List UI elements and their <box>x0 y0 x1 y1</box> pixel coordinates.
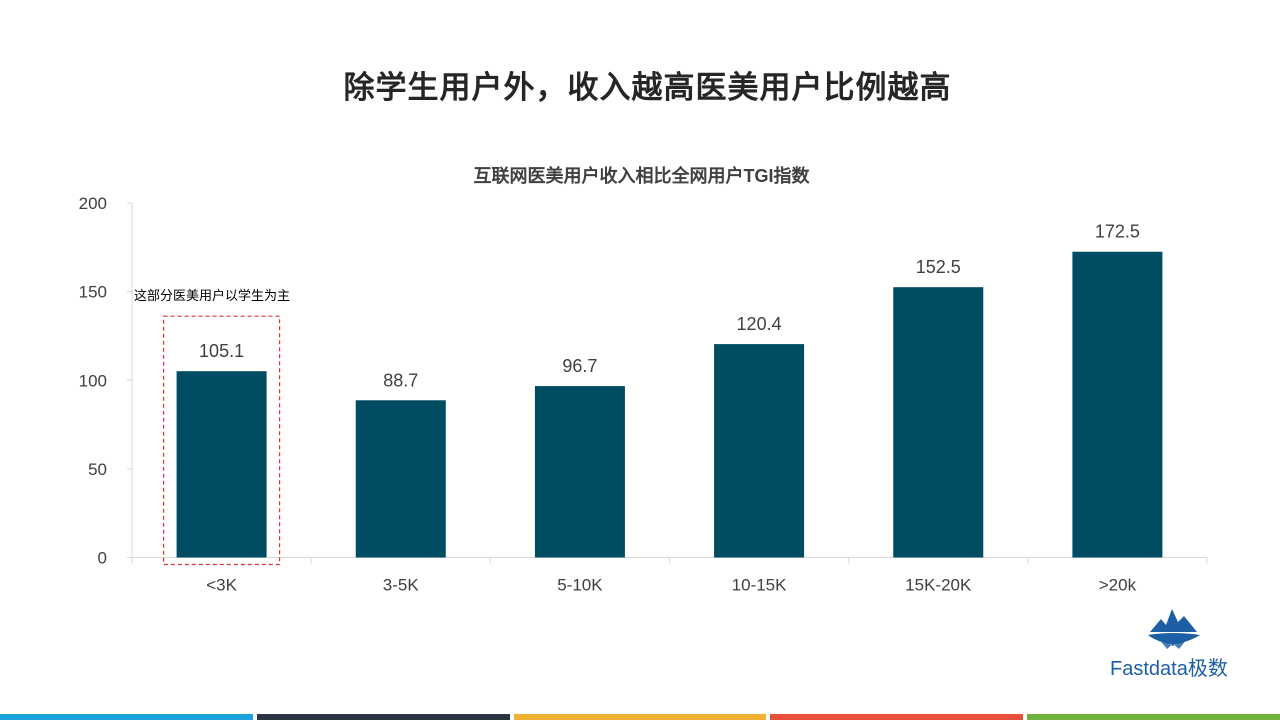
y-tick-label: 50 <box>88 460 107 479</box>
chart-title: 互联网医美用户收入相比全网用户TGI指数 <box>473 166 810 186</box>
y-tick-label: 200 <box>79 194 107 213</box>
fastdata-logo-icon <box>1148 609 1200 649</box>
bar-1 <box>176 371 267 558</box>
bar-value-label: 96.7 <box>562 356 597 376</box>
bottom-color-stripes <box>0 714 1280 720</box>
x-tick-label: 3-5K <box>383 576 420 595</box>
page-title: 除学生用户外，收入越高医美用户比例越高 <box>343 70 952 105</box>
bar-value-label: 172.5 <box>1095 222 1140 242</box>
x-tick-label: 15K-20K <box>905 576 972 595</box>
stripe-1 <box>0 714 253 720</box>
x-tick-label: 10-15K <box>732 576 787 595</box>
bar-value-label: 152.5 <box>916 257 961 277</box>
y-tick-label: 150 <box>79 283 107 302</box>
annotation-highlight-box <box>162 315 281 566</box>
bar-6 <box>1072 251 1163 558</box>
bar-value-label: 105.1 <box>199 341 244 361</box>
bar-5 <box>893 287 984 558</box>
x-tick-label: >20k <box>1099 576 1137 595</box>
bar-2 <box>355 400 446 558</box>
bar-3 <box>534 386 625 558</box>
stripe-2 <box>256 714 510 720</box>
stripe-5 <box>1027 714 1280 720</box>
y-tick-label: 0 <box>98 549 107 568</box>
y-tick-label: 100 <box>79 371 107 390</box>
student-annotation: 这部分医美用户以学生为主 <box>134 289 291 304</box>
bar-4 <box>714 344 805 558</box>
logo-text: Fastdata极数 <box>1110 658 1228 680</box>
bar-value-label: 120.4 <box>737 314 782 334</box>
stripe-3 <box>513 714 767 720</box>
x-tick-label: 5-10K <box>557 576 603 595</box>
bar-value-label: 88.7 <box>383 370 418 390</box>
stripe-4 <box>770 714 1024 720</box>
x-tick-label: <3K <box>206 576 237 595</box>
